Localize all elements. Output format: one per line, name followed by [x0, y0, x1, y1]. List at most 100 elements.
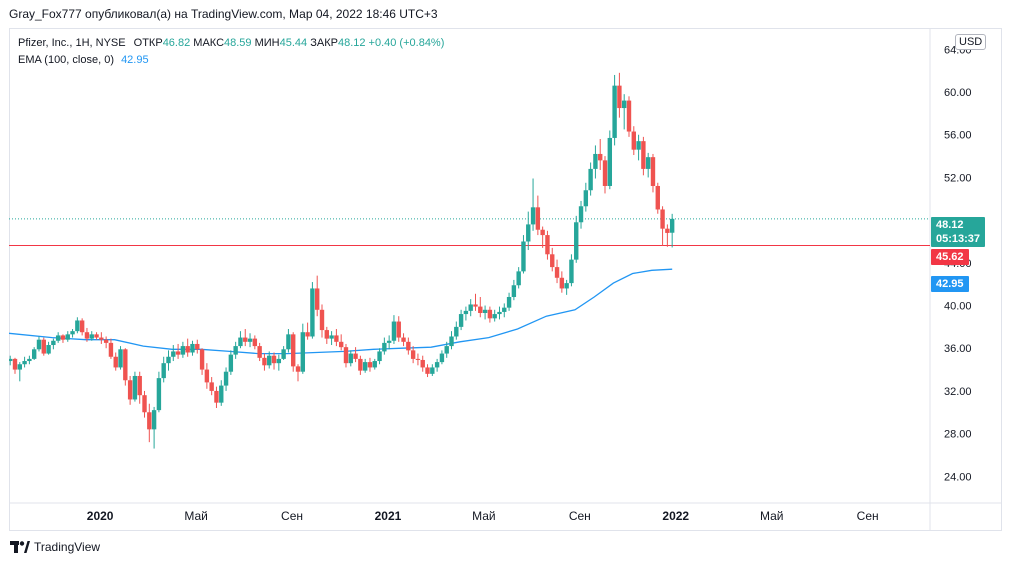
candle-body[interactable]: [492, 314, 497, 319]
candle-body[interactable]: [650, 157, 656, 186]
candle-body[interactable]: [51, 340, 56, 346]
candle-body[interactable]: [219, 385, 224, 403]
candle-body[interactable]: [621, 100, 627, 109]
candle-body[interactable]: [70, 331, 75, 335]
candle-body[interactable]: [209, 382, 214, 391]
candle-body[interactable]: [185, 346, 190, 353]
candle-body[interactable]: [156, 378, 162, 411]
candle-body[interactable]: [511, 285, 517, 297]
candle-body[interactable]: [382, 342, 387, 352]
candle-body[interactable]: [482, 309, 488, 313]
candle-body[interactable]: [84, 332, 90, 339]
candle-body[interactable]: [295, 366, 301, 372]
candle-body[interactable]: [113, 356, 118, 368]
candle-body[interactable]: [12, 358, 18, 370]
candle-body[interactable]: [410, 350, 416, 359]
candle-body[interactable]: [195, 343, 200, 350]
candle-body[interactable]: [362, 362, 368, 371]
candle-body[interactable]: [583, 190, 589, 207]
candle-body[interactable]: [343, 347, 349, 364]
candle-body[interactable]: [367, 362, 373, 368]
candle-body[interactable]: [334, 335, 339, 342]
candle-body[interactable]: [55, 335, 61, 341]
candle-body[interactable]: [425, 367, 430, 374]
candle-body[interactable]: [60, 335, 66, 340]
candle-body[interactable]: [593, 153, 598, 169]
candle-body[interactable]: [267, 355, 272, 366]
candle-body[interactable]: [406, 341, 411, 351]
candle-body[interactable]: [478, 306, 483, 313]
candle-body[interactable]: [617, 85, 622, 109]
candle-body[interactable]: [559, 277, 565, 289]
candle-body[interactable]: [372, 361, 377, 368]
candle-body[interactable]: [103, 339, 109, 343]
candle-body[interactable]: [281, 349, 286, 359]
candle-body[interactable]: [550, 254, 555, 268]
candle-body[interactable]: [305, 332, 310, 337]
candle-body[interactable]: [243, 337, 248, 342]
candle-body[interactable]: [79, 320, 85, 333]
candle-body[interactable]: [89, 334, 94, 339]
price-chart[interactable]: 24.0028.0032.0036.0040.0044.0052.0056.00…: [9, 28, 1002, 531]
candle-body[interactable]: [94, 334, 99, 338]
candle-body[interactable]: [473, 304, 478, 307]
candle-body[interactable]: [516, 271, 521, 286]
candle-body[interactable]: [535, 207, 541, 230]
candle-body[interactable]: [358, 358, 363, 371]
candle-body[interactable]: [41, 339, 46, 354]
candle-body[interactable]: [631, 131, 636, 150]
candle-body[interactable]: [430, 367, 435, 374]
candle-body[interactable]: [545, 235, 550, 255]
candle-body[interactable]: [420, 359, 425, 368]
candle-body[interactable]: [65, 334, 70, 340]
candle-body[interactable]: [386, 340, 392, 343]
candle-body[interactable]: [233, 346, 238, 355]
candle-body[interactable]: [123, 349, 128, 381]
candle-body[interactable]: [487, 309, 493, 319]
candle-body[interactable]: [132, 375, 138, 400]
candle-body[interactable]: [641, 141, 646, 169]
candle-body[interactable]: [291, 334, 296, 367]
candle-body[interactable]: [468, 304, 473, 311]
candle-body[interactable]: [463, 310, 469, 315]
candle-body[interactable]: [348, 353, 353, 364]
candle-body[interactable]: [598, 153, 603, 161]
candle-body[interactable]: [454, 326, 459, 337]
candle-body[interactable]: [171, 351, 176, 357]
symbol-legend-row[interactable]: Pfizer, Inc., 1H, NYSE ОТКР46.82 МАКС48.…: [18, 35, 444, 52]
candle-body[interactable]: [276, 358, 282, 364]
candle-body[interactable]: [353, 353, 358, 359]
candle-body[interactable]: [569, 259, 574, 284]
candle-body[interactable]: [497, 311, 502, 315]
candle-body[interactable]: [444, 346, 449, 354]
candle-body[interactable]: [223, 371, 229, 386]
ema-legend-row[interactable]: EMA (100, close, 0) 42.95: [18, 52, 444, 69]
candle-body[interactable]: [310, 288, 315, 337]
chart-panel[interactable]: [9, 28, 1002, 531]
candle-body[interactable]: [22, 361, 27, 365]
candle-body[interactable]: [286, 334, 291, 350]
candle-body[interactable]: [607, 137, 613, 186]
candle-body[interactable]: [439, 353, 445, 363]
candle-body[interactable]: [574, 222, 579, 260]
candle-body[interactable]: [415, 358, 421, 360]
candle-body[interactable]: [377, 351, 382, 362]
tradingview-logo[interactable]: TradingView: [10, 540, 100, 554]
candle-body[interactable]: [554, 267, 560, 278]
candle-body[interactable]: [27, 358, 32, 362]
candle-body[interactable]: [137, 375, 142, 396]
candle-body[interactable]: [612, 85, 617, 138]
candle-body[interactable]: [449, 336, 454, 347]
candle-body[interactable]: [46, 345, 51, 354]
candle-body[interactable]: [396, 321, 401, 338]
candle-body[interactable]: [175, 351, 181, 355]
candle-body[interactable]: [521, 241, 526, 272]
candle-body[interactable]: [180, 346, 186, 355]
candle-body[interactable]: [645, 157, 651, 169]
candle-body[interactable]: [588, 168, 593, 191]
candle-body[interactable]: [655, 185, 660, 210]
candle-body[interactable]: [257, 346, 262, 358]
currency-button[interactable]: USD: [955, 34, 987, 50]
candle-body[interactable]: [329, 335, 334, 339]
candle-body[interactable]: [578, 206, 584, 223]
